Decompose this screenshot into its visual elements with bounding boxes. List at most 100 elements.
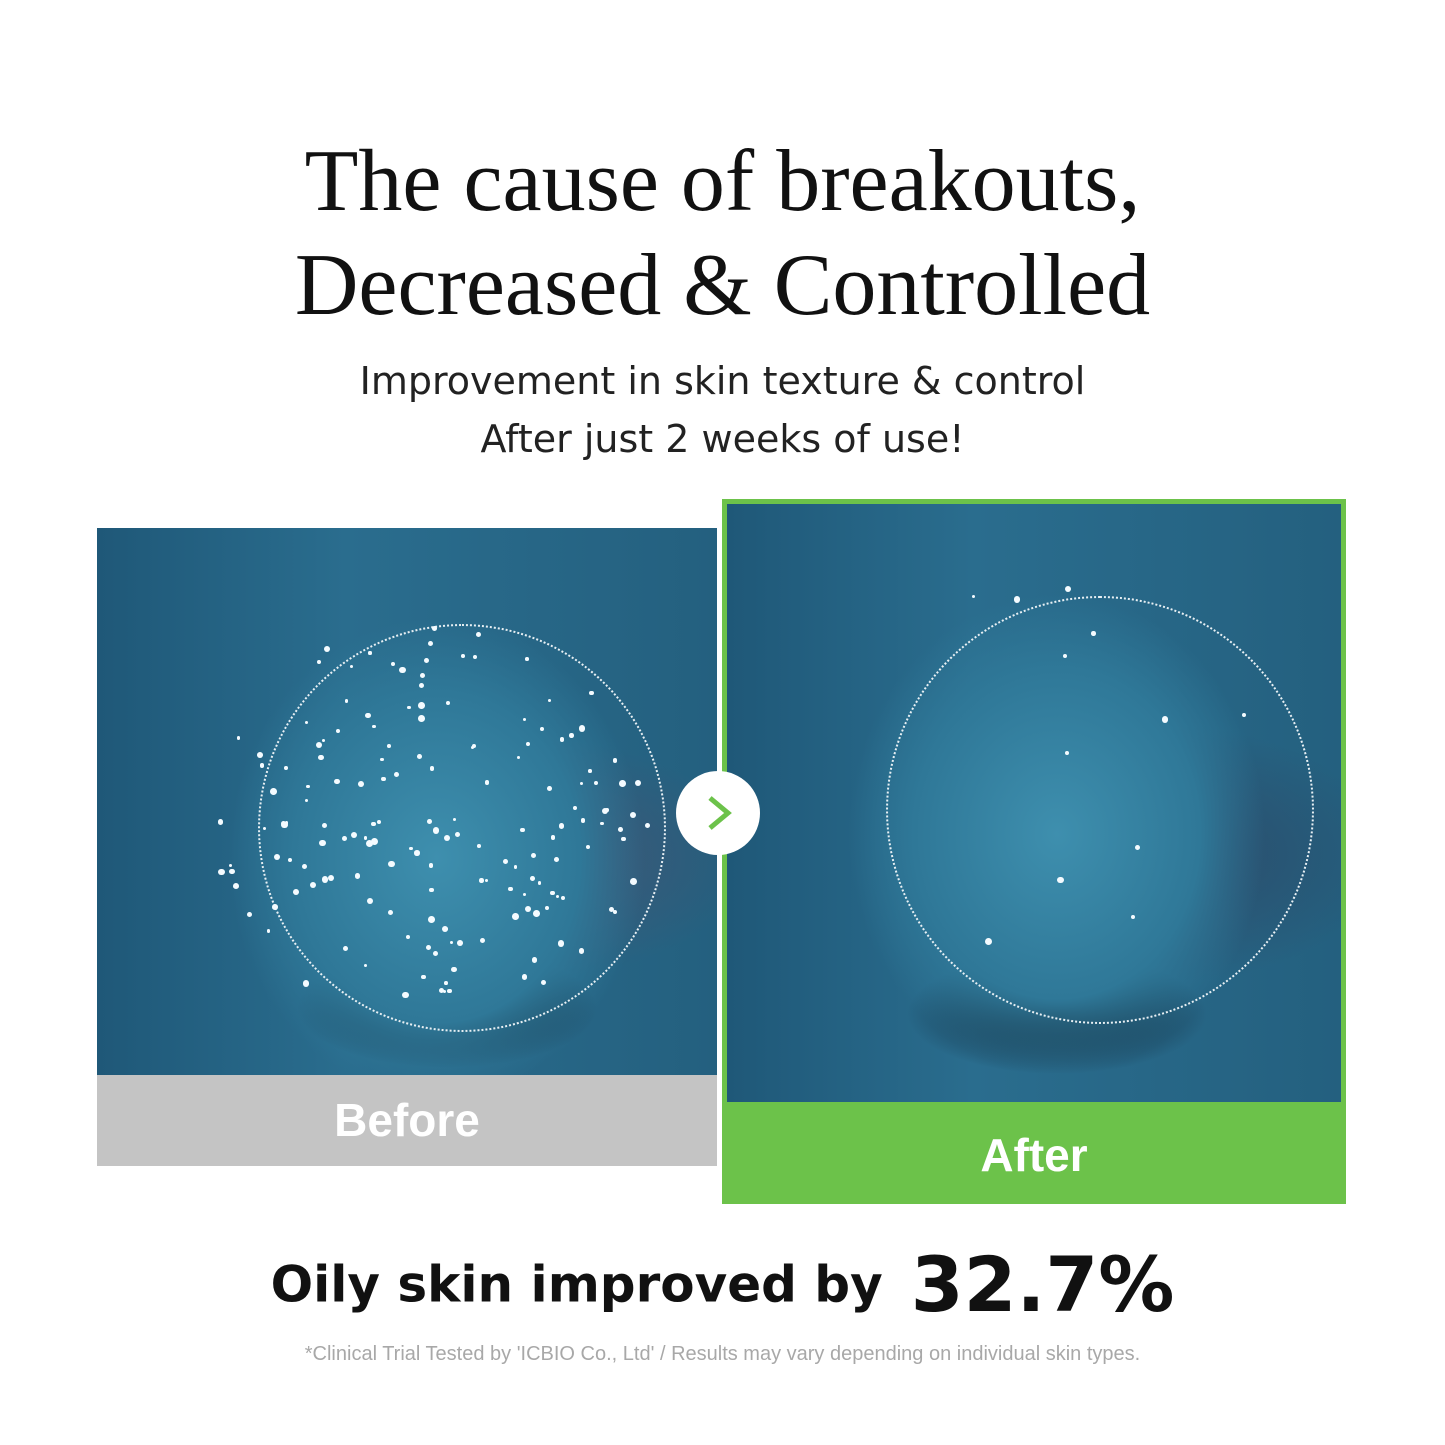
sebum-dot [317,754,324,761]
sebum-dot [612,758,618,763]
sebum-dot [558,823,565,829]
sebum-dot [228,863,233,868]
sebum-dot [1062,653,1068,659]
sebum-dot [521,974,527,980]
sebum-dot [619,780,626,787]
sebum-dot [580,818,586,823]
sebum-dot [578,725,586,732]
sebum-dot [407,706,411,710]
subheadline-line-1: Improvement in skin texture & control [359,359,1086,403]
sebum-dot [387,909,393,915]
sebum-dot [588,769,592,773]
sebum-dot [1014,596,1021,603]
sebum-dot [550,835,556,840]
sebum-dot [544,905,550,911]
sebum-dot [454,832,460,838]
sebum-dot [473,655,478,660]
sebum-dot [443,834,450,841]
sebum-dot [589,690,594,696]
sebum-dot [525,657,529,662]
sebum-dot [302,980,309,987]
sebum-dot [323,645,331,653]
sebum-dot [531,853,537,859]
sebum-dot [272,904,278,911]
sebum-dot [453,817,457,821]
sebum-dot [418,702,425,709]
sebum-dot [520,827,525,832]
sebum-dot [342,946,349,952]
result-label: Oily skin improved by [270,1255,883,1314]
sebum-dot [471,744,477,749]
sebum-dot [334,778,340,785]
sebum-dot [556,895,560,899]
sebum-dot [409,847,413,851]
sebum-dot [417,715,425,722]
sebum-dot [533,909,541,917]
sebum-dot [284,766,289,770]
sebum-dot [479,878,484,883]
sebum-dot [547,786,553,792]
sebum-dot [246,912,252,918]
chevron-right-icon [708,796,732,830]
sebum-dot [427,641,433,647]
sebum-dot [273,853,281,861]
disclaimer: *Clinical Trial Tested by 'ICBIO Co., Lt… [304,1343,1141,1365]
sebum-dot [284,820,289,825]
before-label: Before [97,1075,717,1166]
sebum-dot [484,779,490,785]
sebum-dot [601,807,609,815]
sebum-dot [368,651,372,655]
sebum-dot [608,906,614,913]
sebum-dot [578,948,585,954]
sebum-dot [559,737,565,742]
subheadline-line-2: After just 2 weeks of use! [480,417,965,461]
sebum-dot [522,892,527,896]
sebum-dot [450,941,454,945]
sebum-dot [1090,631,1096,636]
sebum-dot [620,836,626,842]
sebum-dot [372,724,376,729]
sebum-dot [342,836,348,842]
sebum-dot [605,808,609,812]
sebum-dot [503,859,509,865]
sebum-dot [229,868,235,875]
sebum-dot [310,881,317,888]
sebum-dot [573,805,578,810]
sebum-dot [985,937,992,945]
sebum-dot [1131,915,1136,920]
sebum-dot [1065,586,1072,593]
sebum-dot [419,683,425,689]
sebum-dot [428,863,434,868]
sebum-dot [399,666,407,674]
sebum-dot [516,755,521,759]
sebum-dot [420,672,426,678]
sebum-dot [402,991,409,999]
sebum-dot [421,974,426,980]
result-value: 32.7% [910,1240,1175,1329]
sebum-dot [547,699,551,703]
sebum-dot [259,763,265,768]
sebum-dot [525,742,530,747]
sebum-dot [424,657,430,664]
sebum-dot [593,780,599,786]
sebum-dot [540,979,547,985]
sebum-dot [306,784,310,789]
sebum-dot [388,860,395,868]
sebum-dot [367,897,374,904]
sebum-dot [350,831,357,838]
sebum-dot [1242,712,1247,717]
sebum-dot [531,956,538,963]
sebum-dot [522,717,527,722]
sebum-dot [447,989,452,994]
sebum-dot [426,944,432,950]
sebum-dot [443,926,448,932]
sebum-dot [370,838,378,846]
sebum-dot [585,844,590,849]
sebum-dot [476,844,481,848]
sebum-dot [280,820,286,826]
sebum-dot [475,631,481,638]
sebum-dot [600,821,604,826]
sebum-dot [485,879,489,883]
sebum-dot [443,981,448,985]
sebum-dot [217,819,224,826]
